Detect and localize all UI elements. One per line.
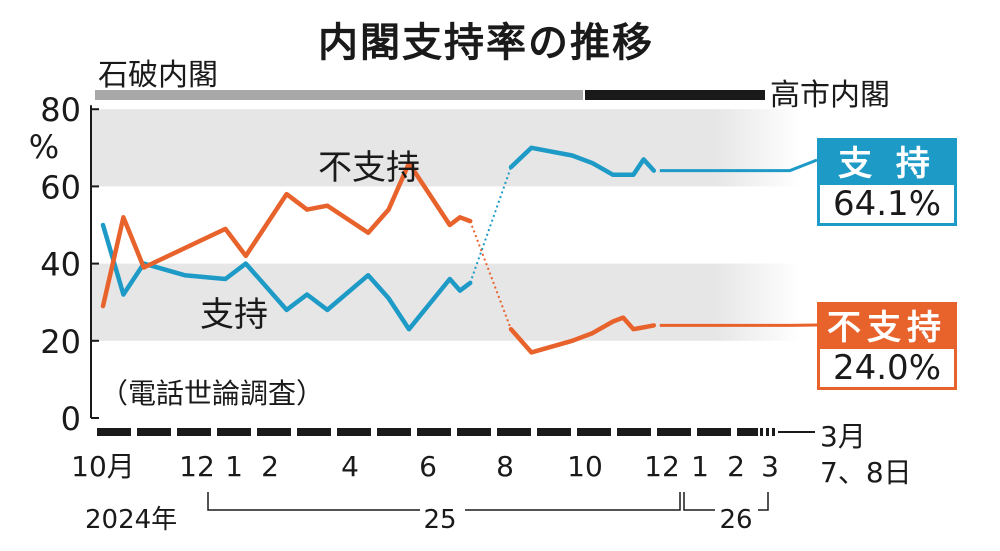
nonsupport-series-label: 不支持 xyxy=(318,148,420,188)
x-tick-label-9: 1 xyxy=(691,450,709,483)
year-bracket-2025-right xyxy=(465,492,681,511)
nonsupport-cabinet-change-bridge xyxy=(469,220,512,330)
support-cabinet-change-bridge xyxy=(469,166,512,284)
support-latest-label: 支 持 xyxy=(817,138,957,184)
support-line-segment-0 xyxy=(100,222,473,332)
x-tick-label-3: 2 xyxy=(261,450,279,483)
year-label-0: 2024年 xyxy=(85,505,177,535)
ishiba-cabinet-bar xyxy=(95,90,583,100)
y-tick-label-40: 40 xyxy=(40,246,81,284)
nonsupport-latest-value: 24.0% xyxy=(817,346,957,390)
y-tick-label-80: 80 xyxy=(40,91,81,129)
takaichi-cabinet-bar xyxy=(585,90,765,100)
support-latest-value: 64.1% xyxy=(817,182,957,226)
x-tick-label-0: 10月 xyxy=(71,450,135,483)
x-tick-label-7: 10 xyxy=(567,450,603,483)
support-line-segment-1 xyxy=(508,145,657,178)
grid-band-1 xyxy=(91,109,800,187)
year-bracket-2026-right xyxy=(758,492,769,511)
latest-survey-days: 7、8日 xyxy=(820,456,912,489)
x-tick-label-2: 1 xyxy=(225,450,243,483)
latest-survey-date: 3月 7、8日 xyxy=(820,419,912,491)
year-label-2: 26 xyxy=(719,505,752,535)
year-bracket-2026-left xyxy=(683,492,715,511)
y-tick-label-20: 20 xyxy=(40,323,81,361)
takaichi-cabinet-label: 高市内閣 xyxy=(770,78,890,113)
latest-survey-month: 3月 xyxy=(820,420,866,453)
nonsupport-line-segment-0 xyxy=(100,160,473,309)
y-unit-label: % xyxy=(29,128,59,166)
x-tick-label-1: 12 xyxy=(179,450,215,483)
x-tick-label-4: 4 xyxy=(341,450,359,483)
x-tick-label-11: 3 xyxy=(761,450,779,483)
nonsupport-latest-label: 不支持 xyxy=(817,302,957,348)
year-bracket-2025-left xyxy=(207,492,420,511)
survey-note: （電話世論調査） xyxy=(100,377,325,410)
x-tick-label-8: 12 xyxy=(644,450,680,483)
nonsupport-line-segment-1 xyxy=(508,315,657,355)
x-tick-label-5: 6 xyxy=(419,450,437,483)
y-tick-label-0: 0 xyxy=(61,400,81,438)
support-series-label: 支持 xyxy=(200,295,268,335)
ishiba-cabinet-label: 石破内閣 xyxy=(98,58,218,93)
y-tick-label-60: 60 xyxy=(40,168,81,206)
x-tick-label-10: 2 xyxy=(727,450,745,483)
year-label-1: 25 xyxy=(423,505,456,535)
chart-title: 内閣支持率の推移 xyxy=(318,20,654,66)
x-tick-label-6: 8 xyxy=(496,450,514,483)
support-callout-line xyxy=(659,158,818,173)
